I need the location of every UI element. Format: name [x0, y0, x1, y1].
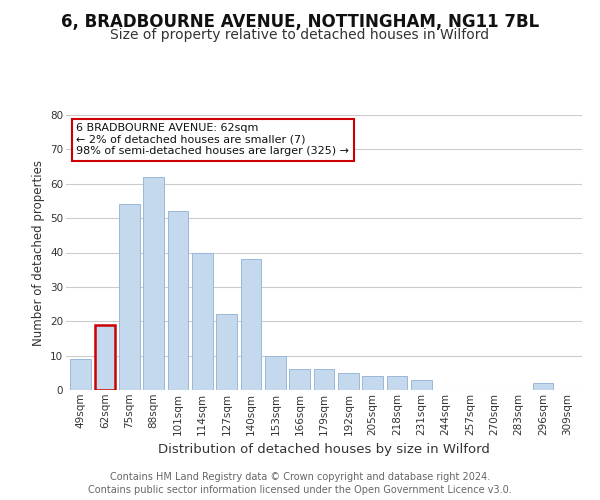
Bar: [386, 376, 407, 390]
Bar: [167, 211, 188, 390]
Bar: [411, 380, 432, 390]
Bar: [362, 376, 383, 390]
Bar: [241, 260, 262, 390]
Bar: [216, 314, 237, 390]
Bar: [70, 359, 91, 390]
Bar: [119, 204, 140, 390]
Y-axis label: Number of detached properties: Number of detached properties: [32, 160, 44, 346]
Bar: [289, 370, 310, 390]
Text: 6 BRADBOURNE AVENUE: 62sqm
← 2% of detached houses are smaller (7)
98% of semi-d: 6 BRADBOURNE AVENUE: 62sqm ← 2% of detac…: [76, 123, 349, 156]
Text: Contains HM Land Registry data © Crown copyright and database right 2024.: Contains HM Land Registry data © Crown c…: [110, 472, 490, 482]
Bar: [143, 177, 164, 390]
Bar: [265, 356, 286, 390]
Text: Size of property relative to detached houses in Wilford: Size of property relative to detached ho…: [110, 28, 490, 42]
Bar: [314, 370, 334, 390]
Text: Contains public sector information licensed under the Open Government Licence v3: Contains public sector information licen…: [88, 485, 512, 495]
Bar: [533, 383, 553, 390]
X-axis label: Distribution of detached houses by size in Wilford: Distribution of detached houses by size …: [158, 443, 490, 456]
Text: 6, BRADBOURNE AVENUE, NOTTINGHAM, NG11 7BL: 6, BRADBOURNE AVENUE, NOTTINGHAM, NG11 7…: [61, 12, 539, 30]
Bar: [95, 324, 115, 390]
Bar: [192, 252, 212, 390]
Bar: [338, 373, 359, 390]
